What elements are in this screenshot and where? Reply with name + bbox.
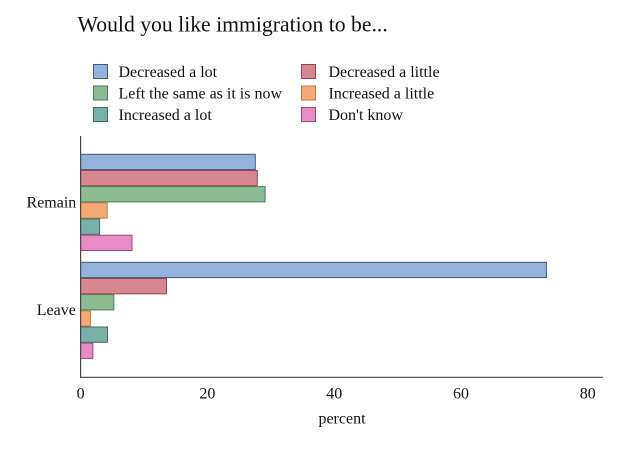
svg-text:percent: percent	[318, 411, 366, 428]
svg-text:0: 0	[77, 386, 85, 403]
svg-text:Leave: Leave	[37, 302, 76, 319]
svg-text:Increased a little: Increased a little	[329, 85, 435, 102]
svg-text:Decreased a lot: Decreased a lot	[119, 64, 218, 81]
svg-text:Left the same as it is now: Left the same as it is now	[119, 85, 283, 102]
svg-text:Increased a lot: Increased a lot	[119, 107, 213, 124]
svg-text:Don't know: Don't know	[329, 107, 404, 124]
svg-text:60: 60	[453, 386, 469, 403]
svg-text:40: 40	[326, 386, 342, 403]
svg-text:80: 80	[580, 386, 596, 403]
svg-text:20: 20	[199, 386, 215, 403]
svg-text:Remain: Remain	[27, 195, 77, 212]
svg-text:Decreased a little: Decreased a little	[329, 64, 440, 81]
svg-text:Would you like immigration to: Would you like immigration to be...	[78, 13, 388, 37]
